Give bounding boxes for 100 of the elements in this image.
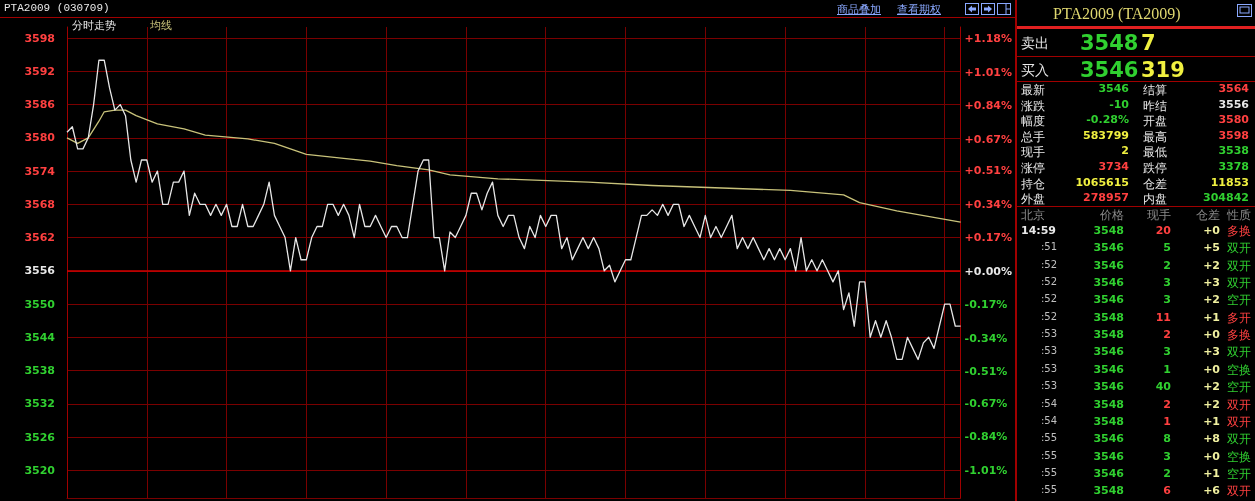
- y2-tick-label: +0.00%: [964, 264, 1013, 278]
- text: +0: [1203, 362, 1220, 376]
- text: :52: [1041, 293, 1058, 305]
- text: 3548: [1080, 31, 1139, 55]
- y2-tick-label: -0.51%: [964, 365, 1008, 379]
- line-series: [66, 59, 962, 361]
- text: :53: [1041, 380, 1058, 392]
- text: 1065615: [1075, 175, 1129, 189]
- text: +3: [1203, 276, 1220, 290]
- y-tick-label: 3544: [24, 330, 56, 344]
- text: 卖出: [1021, 35, 1049, 53]
- text: 幅度: [1021, 113, 1045, 131]
- text: 2: [1163, 397, 1171, 411]
- text: :52: [1041, 310, 1058, 322]
- y2-tick-label: -0.84%: [964, 430, 1008, 444]
- text: PTA2009 (TA2009): [1053, 5, 1181, 23]
- text: :52: [1041, 276, 1058, 288]
- text: +8: [1203, 432, 1220, 446]
- text: 双开: [1227, 431, 1251, 449]
- text: :55: [1041, 484, 1058, 496]
- text: 最新: [1021, 82, 1045, 99]
- text: :51: [1041, 241, 1058, 253]
- text: +2: [1203, 293, 1220, 307]
- text: 11: [1155, 310, 1171, 324]
- y2-tick-label: +0.51%: [964, 164, 1013, 178]
- y-tick-label: 3598: [24, 31, 55, 45]
- text: 开盘: [1143, 113, 1167, 131]
- text: 买入: [1021, 62, 1049, 80]
- y-tick-label: 3556: [24, 264, 56, 278]
- text: 3546: [1093, 380, 1124, 394]
- text: 持仓: [1021, 175, 1045, 193]
- y-tick-label: 3520: [24, 463, 56, 477]
- text: 分时走势: [72, 19, 116, 32]
- y2-tick-label: -0.34%: [964, 331, 1008, 345]
- text: 2: [1121, 144, 1129, 158]
- text: 双开: [1227, 344, 1251, 362]
- text: 3546: [1098, 82, 1129, 95]
- y2-tick-label: +0.34%: [964, 197, 1013, 211]
- y-tick-label: 3592: [24, 64, 55, 78]
- y-tick-label: 3538: [24, 364, 55, 378]
- text: 空换: [1227, 448, 1251, 466]
- text: :53: [1041, 362, 1058, 374]
- text: +2: [1203, 397, 1220, 411]
- text: 3: [1163, 276, 1171, 290]
- text: 3546: [1093, 345, 1124, 359]
- y2-tick-label: -0.17%: [964, 298, 1008, 312]
- text: 3548: [1093, 414, 1124, 428]
- text: 3556: [1218, 97, 1249, 111]
- text: +1: [1203, 466, 1220, 480]
- text: -0.28%: [1086, 113, 1129, 127]
- text: 空换: [1227, 361, 1251, 379]
- y2-tick-label: +0.17%: [964, 231, 1013, 245]
- text: 多换: [1227, 223, 1251, 240]
- text: 3546: [1093, 241, 1124, 255]
- text: 空开: [1227, 292, 1251, 310]
- text: 内盘: [1143, 191, 1167, 209]
- text: 3548: [1093, 328, 1124, 342]
- text: 2: [1163, 258, 1171, 272]
- text: +3: [1203, 345, 1220, 359]
- text: 40: [1155, 380, 1171, 394]
- text: 空开: [1227, 379, 1251, 397]
- text: 3548: [1093, 310, 1124, 324]
- text: 3546: [1093, 258, 1124, 272]
- text: 5: [1163, 241, 1171, 255]
- text: 3546: [1093, 466, 1124, 480]
- text: 319: [1141, 58, 1185, 82]
- text: 3580: [1218, 113, 1249, 127]
- text: :55: [1041, 466, 1058, 478]
- text: 3: [1163, 293, 1171, 307]
- y-tick-label: 3574: [24, 164, 56, 178]
- text: 双开: [1227, 240, 1251, 258]
- text: 双开: [1227, 275, 1251, 293]
- y-tick-label: 3586: [24, 98, 56, 112]
- text: 双开: [1227, 257, 1251, 275]
- y2-tick-label: -0.67%: [964, 396, 1008, 410]
- text: 最低: [1143, 144, 1167, 162]
- text: 北京: [1021, 207, 1045, 224]
- text: 3598: [1218, 128, 1249, 142]
- text: 3734: [1098, 160, 1129, 173]
- text: 外盘: [1021, 191, 1045, 209]
- text: 3546: [1093, 449, 1124, 463]
- text: 11853: [1210, 175, 1249, 189]
- text: 583799: [1083, 128, 1129, 142]
- text: +6: [1203, 484, 1220, 498]
- text: 双开: [1227, 396, 1251, 414]
- text: 3548: [1093, 484, 1124, 498]
- text: +5: [1203, 241, 1220, 255]
- text: 多开: [1227, 309, 1251, 327]
- text: 3546: [1093, 432, 1124, 446]
- text: 20: [1155, 224, 1171, 237]
- text: 3564: [1218, 82, 1249, 95]
- text: 1: [1163, 414, 1171, 428]
- text: 涨停: [1021, 160, 1045, 177]
- text: 8: [1163, 432, 1171, 446]
- y2-tick-label: +1.18%: [964, 32, 1013, 46]
- text: 空开: [1227, 465, 1251, 483]
- text: :53: [1041, 328, 1058, 340]
- line-series: [66, 109, 962, 223]
- text: +0: [1203, 328, 1220, 342]
- text: +0: [1203, 449, 1220, 463]
